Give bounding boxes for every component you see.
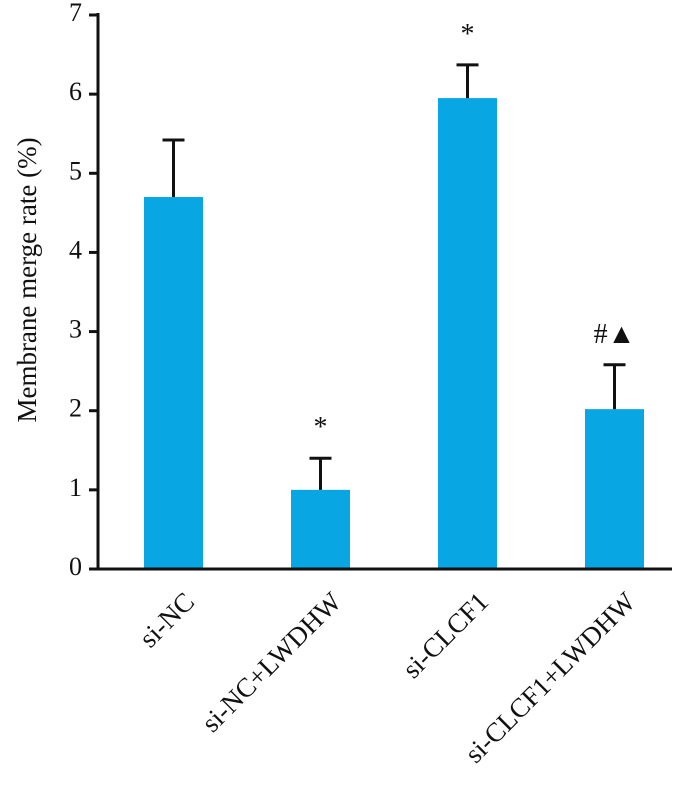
x-tick-label: si-CLCF1	[397, 586, 495, 684]
annotation: #▲	[594, 319, 636, 350]
x-tick-label: si-NC+LWDHW	[196, 586, 348, 738]
y-tick-label: 5	[69, 156, 82, 185]
y-tick-label: 1	[69, 473, 82, 502]
bar	[585, 409, 644, 569]
bar	[144, 197, 203, 569]
bar	[291, 489, 350, 569]
bar	[438, 98, 497, 569]
y-tick-label: 2	[69, 394, 82, 423]
y-tick-label: 3	[69, 315, 82, 344]
annotation: *	[461, 19, 475, 50]
x-tick-label: si-NC	[133, 586, 200, 653]
y-axis-label: Membrane merge rate (%)	[12, 137, 42, 422]
y-tick-label: 7	[69, 0, 82, 27]
y-tick-label: 0	[69, 552, 82, 581]
annotation: *	[314, 412, 328, 443]
y-tick-label: 4	[69, 235, 82, 264]
y-tick-label: 6	[69, 77, 82, 106]
